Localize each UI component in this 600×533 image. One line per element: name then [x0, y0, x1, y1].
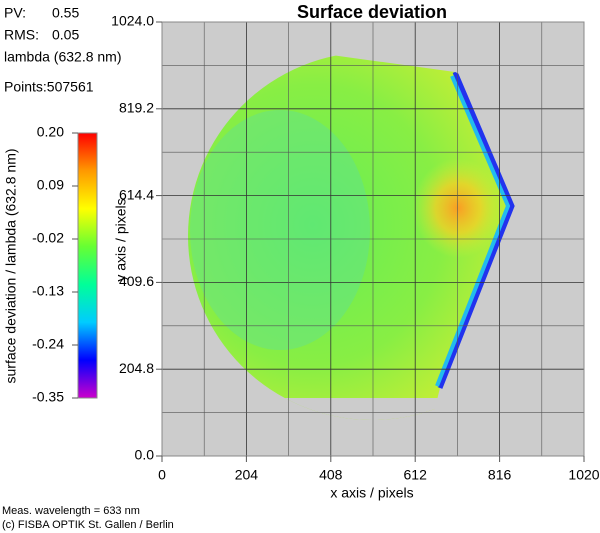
cool-region [190, 110, 370, 350]
y-tick-label: 409.6 [119, 273, 154, 289]
points: Points:507561 [4, 79, 94, 95]
x-axis-label: x axis / pixels [330, 485, 413, 501]
y-tick-label: 614.4 [119, 186, 154, 202]
x-tick-label: 0 [158, 467, 166, 483]
x-tick-label: 612 [404, 467, 428, 483]
x-tick-label: 408 [319, 467, 343, 483]
y-tick-label: 819.2 [119, 100, 154, 116]
y-tick-label: 0.0 [135, 447, 155, 463]
edge [437, 71, 515, 389]
lambda: lambda (632.8 nm) [4, 49, 122, 65]
colorbar-tick-label: -0.24 [32, 336, 64, 352]
colorbar-tick-label: -0.13 [32, 283, 64, 299]
colorbar-tick-label: 0.09 [37, 177, 64, 193]
x-tick-label: 204 [235, 467, 259, 483]
rms-label: RMS: [4, 27, 39, 43]
pv-label: PV: [4, 5, 26, 21]
x-tick-label: 1020 [568, 467, 599, 483]
y-axis-label: y axis / pixels [113, 198, 129, 281]
y-tick-label: 204.8 [119, 360, 154, 376]
colorbar-tick-label: 0.20 [37, 124, 64, 140]
footer-wavelength: Meas. wavelength = 633 nm [2, 505, 140, 517]
footer-copyright: (c) FISBA OPTIK St. Gallen / Berlin [2, 519, 174, 531]
pv-value: 0.55 [52, 5, 79, 21]
colorbar-label: surface deviation / lambda (632.8 nm) [3, 148, 19, 383]
y-tick-label: 1024.0 [111, 13, 154, 29]
colorbar-tick-label: -0.35 [32, 389, 64, 405]
x-tick-label: 816 [488, 467, 512, 483]
colorbar-tick-label: -0.02 [32, 230, 64, 246]
hot-spot [413, 158, 503, 258]
plot-frame [161, 21, 585, 457]
colorbar [77, 132, 98, 399]
chart-title: Surface deviation [297, 2, 447, 22]
rms-value: 0.05 [52, 27, 79, 43]
